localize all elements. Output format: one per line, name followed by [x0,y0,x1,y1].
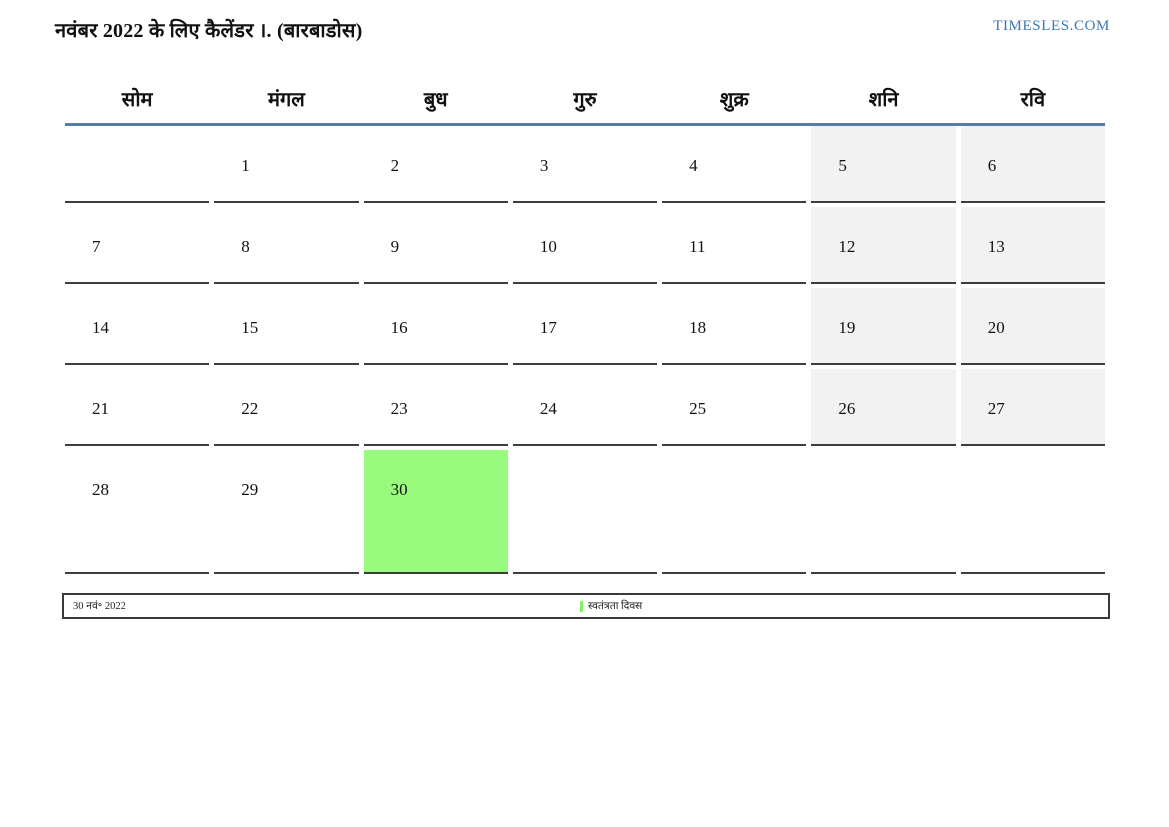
day-number: 17 [539,318,557,337]
day-cell-5: 5 [811,126,956,203]
day-number: 23 [390,399,408,418]
weekday-saturday: शनि [868,89,899,111]
day-cell-empty [960,450,1105,574]
day-cell-22: 22 [214,369,359,446]
day-number: 26 [838,399,856,418]
holiday-date-label: 30 नवं॰ 2022 [73,601,126,612]
day-cell-18: 18 [662,288,807,365]
day-number: 10 [539,237,557,256]
day-cell-16: 16 [363,288,508,365]
day-number: 9 [390,237,400,256]
holiday-name-label: स्वतंत्रता दिवस [588,601,643,612]
day-cell-17: 17 [512,288,658,365]
legend-item: स्वतंत्रता दिवस [580,599,642,613]
day-number: 14 [92,318,109,337]
day-cell-14: 14 [65,288,210,365]
day-number: 15 [241,318,259,337]
holiday-color-swatch [580,600,583,612]
day-cell-3: 3 [512,126,658,203]
day-cell-1: 1 [214,126,359,203]
day-cell-13: 13 [960,207,1105,284]
weekday-friday: शुक्र [719,89,749,111]
day-cell-11: 11 [662,207,807,284]
day-cell-empty [811,450,956,574]
day-cell-10: 10 [512,207,658,284]
day-cell-7: 7 [65,207,210,284]
day-cells: 1 2 3 4 5 6 7 8 9 10 11 12 13 14 15 16 1… [65,126,1105,574]
day-number: 6 [987,156,997,175]
page-title: नवंबर 2022 के लिए कैलेंडर ।. (बारबाडोस) [55,20,363,42]
day-number: 25 [689,399,707,418]
day-cell-30-holiday: 30 [363,450,508,574]
day-number: 19 [838,318,856,337]
day-number: 4 [689,156,698,175]
day-cell-empty [512,450,658,574]
day-cell-25: 25 [662,369,807,446]
day-number: 12 [838,237,856,256]
holiday-legend-box: 30 नवं॰ 2022 स्वतंत्रता दिवस [62,593,1110,619]
day-cell-9: 9 [363,207,508,284]
day-number: 16 [390,318,408,337]
day-cell-20: 20 [960,288,1105,365]
day-number: 20 [987,318,1005,337]
day-cell-19: 19 [811,288,956,365]
day-cell-empty [662,450,807,574]
day-cell-29: 29 [214,450,359,574]
day-number: 8 [241,237,250,256]
day-cell-28: 28 [65,450,210,574]
day-number: 27 [987,399,1005,418]
day-number: 28 [92,480,109,499]
weekday-header-row: सोम मंगल बुध गुरु शुक्र शनि रवि [65,74,1105,126]
day-cell-12: 12 [811,207,956,284]
day-cell-26: 26 [811,369,956,446]
day-number: 3 [539,156,549,175]
day-cell-empty [65,126,210,203]
calendar-grid: सोम मंगल बुध गुरु शुक्र शनि रवि 1 2 3 4 … [65,74,1105,574]
day-number: 11 [689,237,706,256]
day-number: 18 [689,318,707,337]
day-number: 1 [241,156,250,175]
day-number: 5 [838,156,847,175]
topbar: नवंबर 2022 के लिए कैलेंडर ।. (बारबाडोस) … [55,16,1110,43]
day-number: 2 [390,156,400,175]
site-link[interactable]: TIMESLES.COM [993,18,1110,34]
day-number: 22 [241,399,259,418]
day-number: 7 [92,237,101,256]
weekday-thursday: गुरु [573,89,597,111]
weekday-monday: सोम [121,89,153,111]
day-cell-2: 2 [363,126,508,203]
weekday-tuesday: मंगल [268,89,305,111]
day-cell-8: 8 [214,207,359,284]
day-number: 30 [390,480,408,499]
day-cell-27: 27 [960,369,1105,446]
day-cell-4: 4 [662,126,807,203]
weekday-wednesday: बुध [423,89,448,111]
day-number: 21 [92,399,109,418]
day-number: 24 [539,399,557,418]
day-number: 29 [241,480,259,499]
day-cell-21: 21 [65,369,210,446]
day-cell-24: 24 [512,369,658,446]
day-cell-23: 23 [363,369,508,446]
day-cell-15: 15 [214,288,359,365]
weekday-sunday: रवि [1020,89,1046,111]
day-cell-6: 6 [960,126,1105,203]
day-number: 13 [987,237,1005,256]
